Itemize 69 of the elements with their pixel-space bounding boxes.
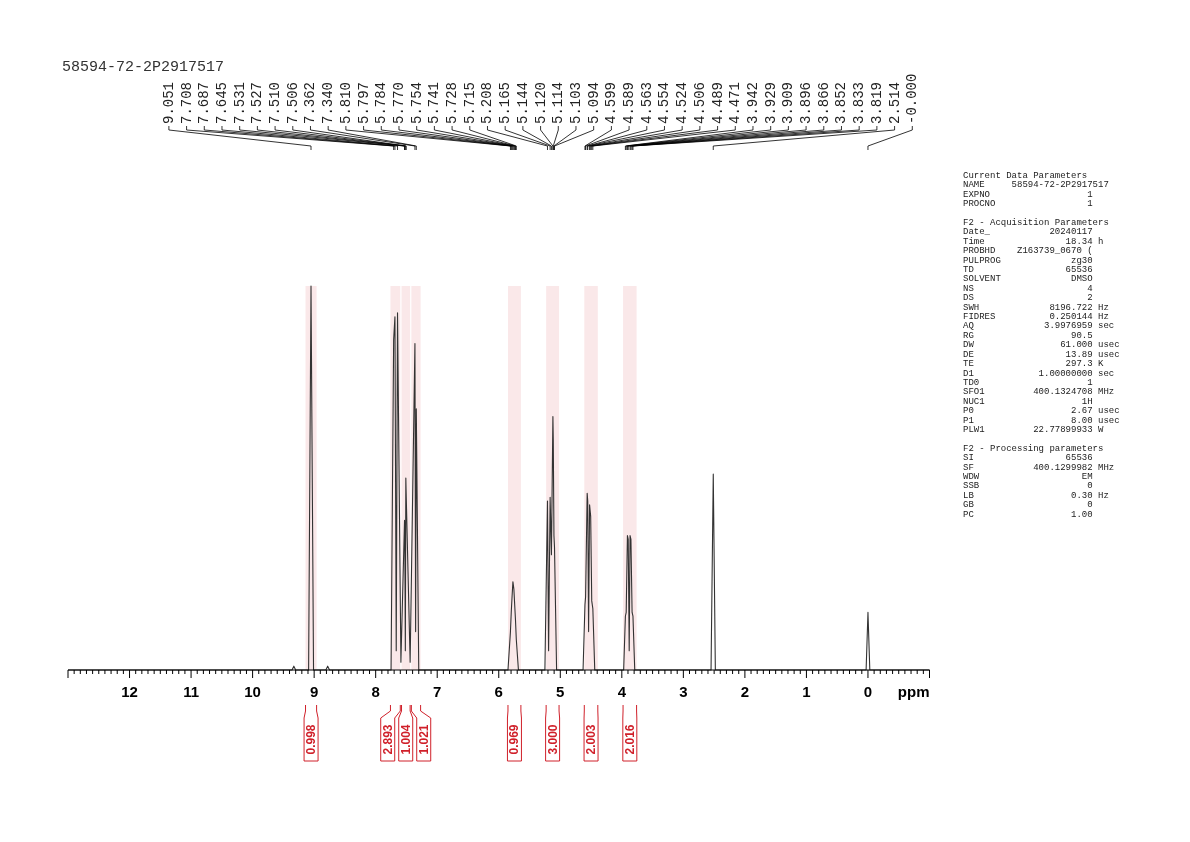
band-label: 2.893 <box>380 724 395 755</box>
annotation: 7.510 <box>267 81 284 124</box>
text: F2 - Processing parameters SI 65536 SF 400.1299982 MHz WDW EM SSB 0 LB 0.30 Hz GB 0 PC 1.00 <box>963 443 1116 520</box>
x-tick-label: 0 <box>863 683 873 700</box>
band-label: 0.969 <box>507 724 522 755</box>
annotation: 3.866 <box>815 81 832 124</box>
x-axis-title: ppm <box>897 683 930 700</box>
x-tick-label: 3 <box>679 683 688 700</box>
chart-title: 58594-72-2P2917517 <box>62 59 225 76</box>
annotation: 5.797 <box>355 81 372 124</box>
annotation: 5.114 <box>550 81 567 124</box>
annotation: 5.103 <box>567 81 584 124</box>
annotation: 5.810 <box>337 81 354 124</box>
x-tick-label: 7 <box>433 683 442 700</box>
x-tick-label: 1 <box>802 683 811 700</box>
annotation: 7.362 <box>302 81 319 124</box>
x-tick-label: 2 <box>740 683 750 700</box>
annotation: 5.754 <box>408 81 425 124</box>
annotation: 5.120 <box>532 81 549 124</box>
annotation: 3.896 <box>798 81 815 124</box>
annotation: 4.506 <box>691 81 708 124</box>
annotation: -0.000 <box>904 73 921 124</box>
annotation: 9.051 <box>160 81 177 124</box>
band-label: 3.000 <box>545 724 560 755</box>
annotation: 3.909 <box>780 81 797 124</box>
annotation: 4.589 <box>621 81 638 124</box>
band-label: 2.003 <box>584 724 599 755</box>
annotation: 5.784 <box>373 81 390 124</box>
annotation: 7.708 <box>178 81 195 124</box>
annotation: 4.524 <box>674 81 691 124</box>
annotation: 2.514 <box>886 81 903 124</box>
annotation: 3.833 <box>851 81 868 124</box>
x-tick-label: 8 <box>371 683 380 700</box>
annotation: 5.144 <box>514 81 531 124</box>
annotation: 5.165 <box>497 81 514 124</box>
text: F2 - Acquisition Parameters Date_ 20240117 Time 18.34 h PROBHD Z163739_0670 ( PULPROG zg30 TD 65536 SOLVENT DMSO NS 4 DS 2 SWH 8196.722 Hz FIDRES 0.250144 Hz AQ 3.9976959 sec RG 90.5 DW 61.000 usec DE 13.89 usec TE 297.3 K D1 1.00000000 sec TD0 1 SFO1 400.1324708 MHz NUC1 1H P0 2.67 usec P1 8.00 usec PLW1 22.77899933 W <box>963 218 1120 435</box>
annotation: 5.741 <box>426 81 443 124</box>
annotation: 7.527 <box>249 81 266 124</box>
annotation: 3.819 <box>868 81 885 124</box>
annotation: 4.563 <box>638 81 655 124</box>
annotation: 7.340 <box>320 81 337 124</box>
annotation: 3.852 <box>833 81 850 124</box>
x-tick-label: 5 <box>556 683 565 700</box>
annotation: 7.687 <box>196 81 213 124</box>
annotation: 4.471 <box>727 81 744 124</box>
x-tick-label: 11 <box>183 683 199 700</box>
annotation: 5.208 <box>479 81 496 124</box>
annotation: 7.506 <box>284 81 301 124</box>
x-tick-label: 9 <box>309 683 319 700</box>
band-label: 2.016 <box>622 724 637 755</box>
annotation: 5.715 <box>461 81 478 124</box>
text: Current Data Parameters NAME 58594-72-2P2917517 EXPNO 1 PROCNO 1 <box>963 171 1110 210</box>
annotation: 3.942 <box>744 81 761 124</box>
annotation: 4.599 <box>603 81 620 124</box>
annotation: 7.645 <box>213 81 230 124</box>
annotation: 5.770 <box>390 81 407 124</box>
annotation: 5.094 <box>585 81 602 124</box>
x-tick-label: 12 <box>121 683 138 700</box>
annotation: 3.929 <box>762 81 779 124</box>
annotation: 7.531 <box>231 81 248 124</box>
band-label: 1.004 <box>398 724 413 755</box>
x-tick-label: 10 <box>244 683 261 700</box>
band-label: 0.998 <box>304 724 319 755</box>
annotation: 4.489 <box>709 81 726 124</box>
x-tick-label: 6 <box>494 683 503 700</box>
x-tick-label: 4 <box>617 683 627 700</box>
band-label: 1.021 <box>416 724 431 755</box>
annotation: 4.554 <box>656 81 673 124</box>
annotation: 5.728 <box>444 81 461 124</box>
